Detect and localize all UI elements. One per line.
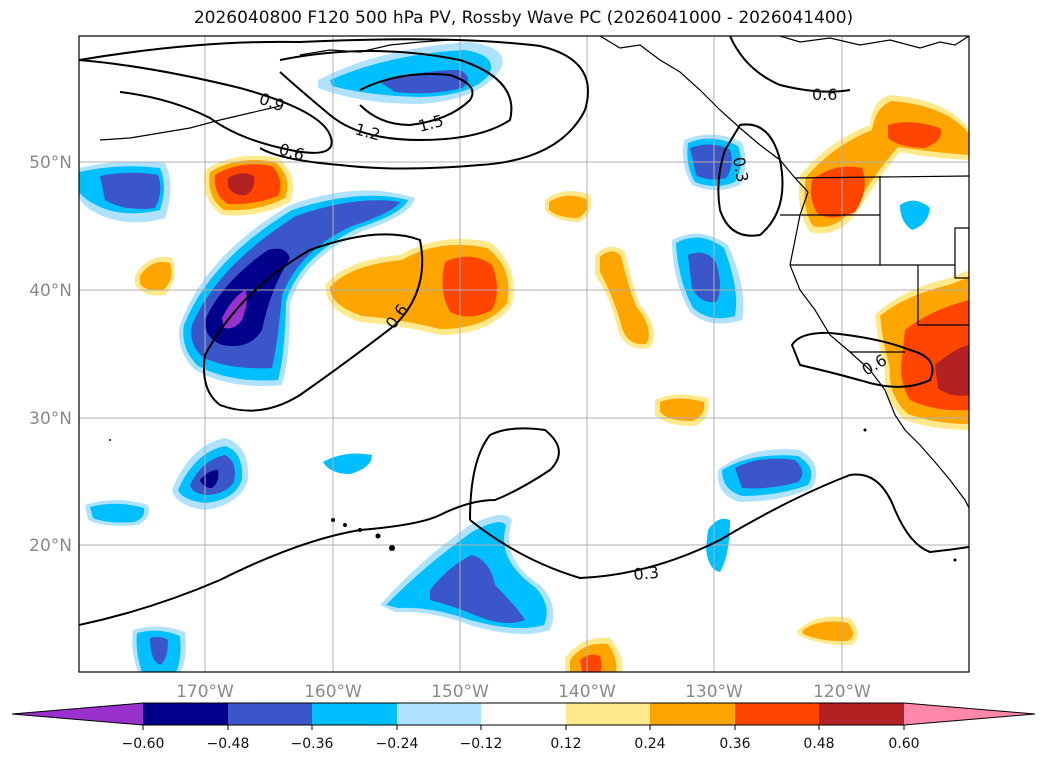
negative-anomaly [90, 503, 145, 523]
colorbar-tick-label: 0.24 [634, 736, 665, 752]
lon-tick-label: 160°W [304, 682, 362, 702]
pv-contours [79, 36, 969, 626]
colorbar-segment [650, 703, 735, 725]
colorbar-segment [397, 703, 481, 725]
positive-anomaly [803, 621, 853, 642]
colorbar-segment [566, 703, 650, 725]
pv-anomaly-fills [79, 42, 969, 672]
lon-tick-label: 130°W [685, 682, 743, 702]
negative-anomaly [150, 636, 168, 665]
positive-anomaly [549, 195, 587, 218]
contour-label: 0.3 [729, 155, 752, 183]
positive-anomaly [228, 173, 255, 196]
lon-tick-label: 170°W [176, 682, 234, 702]
contour-label: 0.3 [633, 563, 660, 584]
positive-anomaly [580, 654, 602, 672]
colorbar-segment [12, 703, 143, 725]
negative-anomaly [735, 458, 803, 489]
colorbar-segment [819, 703, 904, 725]
colorbar-segment [312, 703, 397, 725]
colorbar-segment [735, 703, 819, 725]
lat-tick-label: 20°N [29, 536, 72, 556]
positive-anomaly [888, 122, 941, 148]
negative-anomaly [323, 453, 372, 474]
negative-anomaly [100, 172, 161, 209]
colorbar-tick-label: 0.60 [888, 736, 919, 752]
colorbar-tick-label: 0.48 [803, 736, 834, 752]
lat-tick-label: 30°N [29, 409, 72, 429]
map-frame [78, 35, 970, 673]
map-area: 0.9 1.2 1.5 0.6 0.6 0.6 0.6 0.3 0.3 [79, 36, 969, 672]
colorbar-segment [143, 703, 228, 725]
negative-anomaly [380, 70, 469, 94]
colorbar-tick-label: −0.24 [376, 736, 419, 752]
negative-anomaly [900, 200, 930, 230]
negative-anomaly [430, 555, 525, 624]
positive-anomaly [442, 256, 497, 317]
positive-anomaly [660, 398, 705, 421]
colorbar-tick-label: 0.12 [550, 736, 581, 752]
positive-anomaly [935, 345, 969, 396]
lon-tick-label: 140°W [558, 682, 616, 702]
positive-anomaly [810, 166, 865, 218]
figure-title: 2026040800 F120 500 hPa PV, Rossby Wave … [193, 8, 854, 28]
coastlines [99, 36, 969, 509]
colorbar-segment [481, 703, 566, 725]
positive-anomaly [600, 251, 649, 345]
latitude-labels: 50°N 40°N 30°N 20°N [29, 153, 72, 556]
longitude-labels: 170°W 160°W 150°W 140°W 130°W 120°W [176, 682, 871, 702]
colorbar-tick-label: 0.36 [719, 736, 750, 752]
colorbar: −0.60 −0.48 −0.36 −0.24 −0.12 0.12 0.24 … [11, 702, 1036, 752]
colorbar-tick-label: −0.48 [207, 736, 250, 752]
positive-anomaly [140, 261, 172, 291]
lon-tick-label: 150°W [431, 682, 489, 702]
lat-tick-label: 40°N [29, 281, 72, 301]
colorbar-segment [904, 703, 1035, 725]
contour-label: 0.6 [812, 85, 837, 104]
colorbar-tick-label: −0.36 [291, 736, 334, 752]
colorbar-tick-label: −0.60 [122, 736, 165, 752]
colorbar-segment [228, 703, 312, 725]
lon-tick-label: 120°W [813, 682, 871, 702]
colorbar-tick-label: −0.12 [460, 736, 503, 752]
lat-tick-label: 50°N [29, 153, 72, 173]
